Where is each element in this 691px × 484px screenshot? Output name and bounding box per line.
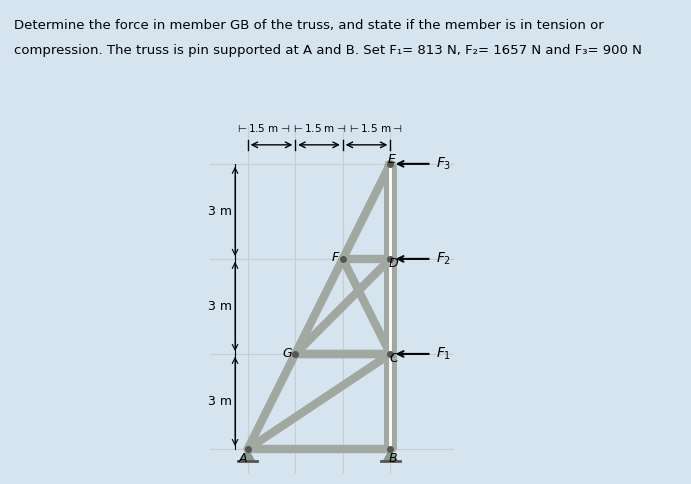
Text: 3 m: 3 m (208, 300, 232, 313)
Text: $F_2$: $F_2$ (436, 251, 451, 267)
Text: E: E (388, 152, 396, 166)
Polygon shape (384, 449, 397, 460)
Text: $\vdash$1.5 m$\dashv\vdash$1.5 m$\dashv\vdash$1.5 m$\dashv$: $\vdash$1.5 m$\dashv\vdash$1.5 m$\dashv\… (236, 122, 403, 134)
Text: 3 m: 3 m (208, 395, 232, 408)
Polygon shape (241, 449, 254, 460)
Text: $F_3$: $F_3$ (436, 156, 452, 172)
Text: compression. The truss is pin supported at A and B. Set F₁= 813 N, F₂= 1657 N an: compression. The truss is pin supported … (14, 44, 642, 57)
Text: G: G (283, 348, 292, 361)
Text: B: B (389, 452, 398, 465)
Text: $F_1$: $F_1$ (436, 346, 451, 362)
Text: 3 m: 3 m (208, 205, 232, 218)
Text: D: D (388, 257, 398, 270)
Text: F: F (331, 251, 339, 264)
Text: Determine the force in member GB of the truss, and state if the member is in ten: Determine the force in member GB of the … (14, 19, 603, 32)
Text: C: C (389, 352, 398, 365)
Text: A: A (238, 452, 247, 465)
